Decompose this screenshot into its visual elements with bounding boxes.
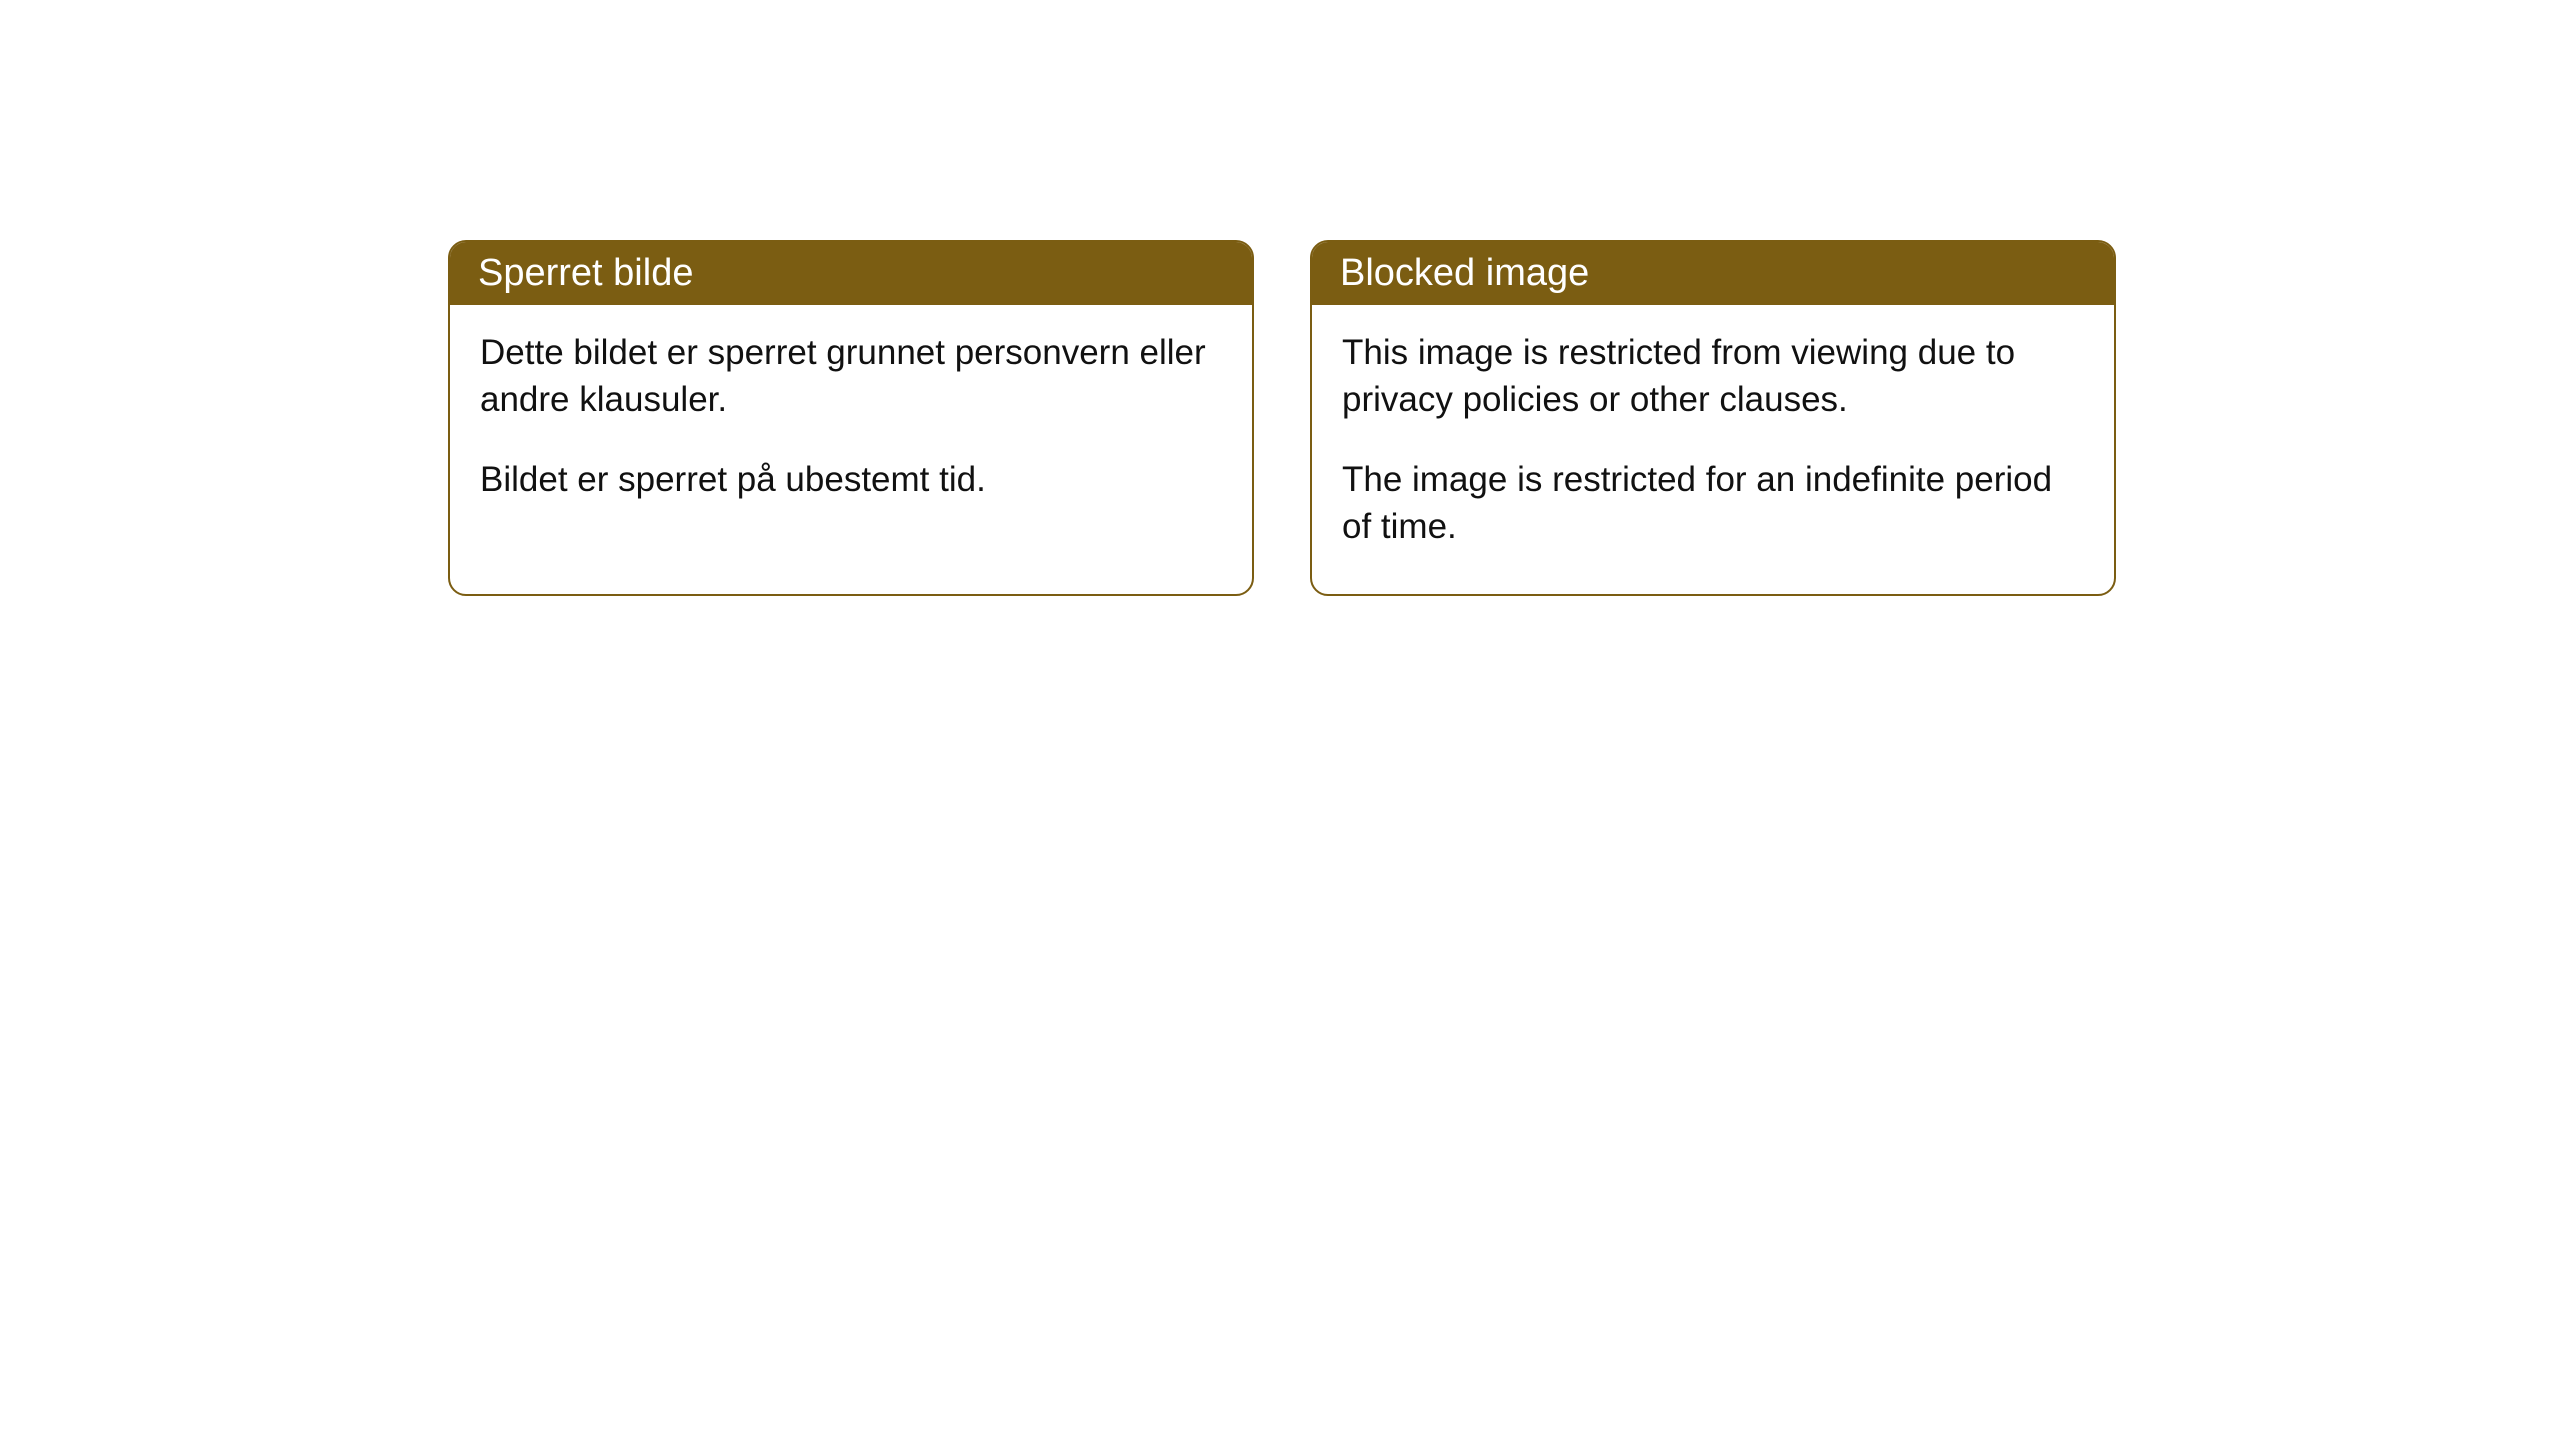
card-header: Sperret bilde — [450, 242, 1252, 305]
notice-card-norwegian: Sperret bilde Dette bildet er sperret gr… — [448, 240, 1254, 596]
card-title: Blocked image — [1340, 252, 1589, 294]
card-body: Dette bildet er sperret grunnet personve… — [450, 305, 1252, 547]
notice-card-english: Blocked image This image is restricted f… — [1310, 240, 2116, 596]
card-body: This image is restricted from viewing du… — [1312, 305, 2114, 594]
card-text-2: Bildet er sperret på ubestemt tid. — [480, 456, 1222, 503]
card-text-1: Dette bildet er sperret grunnet personve… — [480, 329, 1222, 424]
card-text-2: The image is restricted for an indefinit… — [1342, 456, 2084, 551]
card-title: Sperret bilde — [478, 252, 693, 294]
notice-cards-container: Sperret bilde Dette bildet er sperret gr… — [448, 240, 2116, 596]
card-text-1: This image is restricted from viewing du… — [1342, 329, 2084, 424]
card-header: Blocked image — [1312, 242, 2114, 305]
